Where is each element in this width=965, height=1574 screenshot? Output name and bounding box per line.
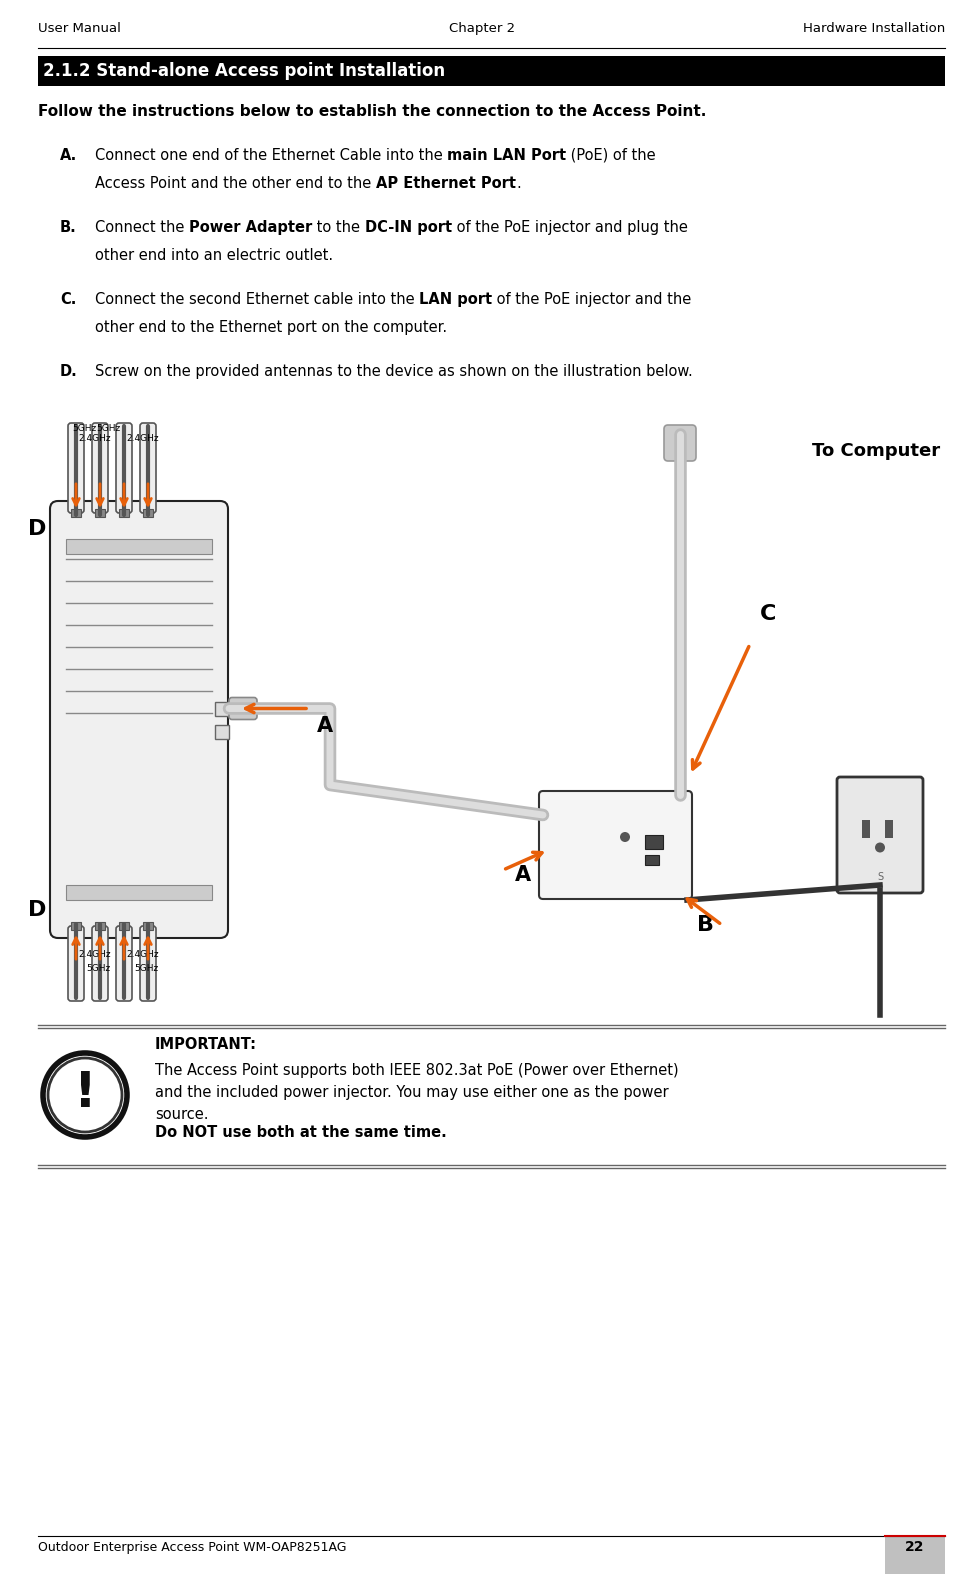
Text: 5GHz: 5GHz [134,963,158,973]
FancyBboxPatch shape [140,423,156,513]
Circle shape [620,833,630,842]
Text: 2.4GHz: 2.4GHz [126,434,158,442]
Text: 2.1.2 Stand-alone Access point Installation: 2.1.2 Stand-alone Access point Installat… [43,61,445,80]
Text: Outdoor Enterprise Access Point WM-OAP8251AG: Outdoor Enterprise Access Point WM-OAP82… [38,1541,346,1554]
FancyBboxPatch shape [539,792,692,899]
FancyBboxPatch shape [837,778,923,892]
Text: Hardware Installation: Hardware Installation [803,22,945,35]
Bar [215,724,229,738]
Text: DC-IN port: DC-IN port [365,220,452,235]
Text: AP Ethernet Port: AP Ethernet Port [376,176,516,190]
Bar [645,834,663,848]
Text: 5GHz: 5GHz [86,963,110,973]
FancyBboxPatch shape [229,697,257,719]
Bar [95,922,105,930]
Text: .: . [516,176,521,190]
FancyBboxPatch shape [68,423,84,513]
Bar [862,820,870,837]
Circle shape [43,1053,127,1136]
Text: 2.4GHz: 2.4GHz [78,951,111,959]
Text: other end to the Ethernet port on the computer.: other end to the Ethernet port on the co… [95,320,447,335]
Bar [66,538,212,554]
Text: main LAN Port: main LAN Port [448,148,566,164]
Text: D.: D. [60,364,78,379]
FancyBboxPatch shape [664,425,696,461]
Text: (PoE) of the: (PoE) of the [566,148,656,164]
Text: Connect the second Ethernet cable into the: Connect the second Ethernet cable into t… [95,293,419,307]
FancyBboxPatch shape [116,423,132,513]
Bar [95,508,105,516]
Text: 22: 22 [905,1539,924,1554]
Bar [143,922,153,930]
Bar [71,508,81,516]
Text: The Access Point supports both IEEE 802.3at PoE (Power over Ethernet): The Access Point supports both IEEE 802.… [155,1062,678,1078]
Bar [143,508,153,516]
Bar [885,820,893,837]
Text: B.: B. [60,220,77,235]
Text: B: B [697,914,714,935]
Text: and the included power injector. You may use either one as the power: and the included power injector. You may… [155,1084,669,1100]
Text: Do NOT use both at the same time.: Do NOT use both at the same time. [155,1125,447,1140]
Text: of the PoE injector and the: of the PoE injector and the [492,293,692,307]
Text: Screw on the provided antennas to the device as shown on the illustration below.: Screw on the provided antennas to the de… [95,364,693,379]
Bar [71,922,81,930]
FancyBboxPatch shape [50,501,228,938]
Bar [119,922,129,930]
Text: LAN port: LAN port [419,293,492,307]
Text: Access Point and the other end to the: Access Point and the other end to the [95,176,376,190]
FancyBboxPatch shape [92,423,108,513]
FancyBboxPatch shape [116,926,132,1001]
Bar [38,57,945,87]
Text: Chapter 2: Chapter 2 [450,22,515,35]
Text: IMPORTANT:: IMPORTANT: [155,1037,257,1051]
Text: of the PoE injector and plug the: of the PoE injector and plug the [452,220,688,235]
Text: source.: source. [155,1107,208,1122]
Text: 5GHz: 5GHz [72,423,96,433]
FancyBboxPatch shape [140,926,156,1001]
Circle shape [875,842,885,853]
Text: to the: to the [313,220,365,235]
Bar [119,508,129,516]
Text: Follow the instructions below to establish the connection to the Access Point.: Follow the instructions below to establi… [38,104,706,120]
Text: C: C [760,604,777,623]
Text: !: ! [73,1069,97,1118]
Text: other end into an electric outlet.: other end into an electric outlet. [95,249,333,263]
Text: A.: A. [60,148,77,164]
Text: A: A [317,716,333,737]
Bar [645,855,659,866]
Text: D: D [28,519,46,538]
Text: Connect the: Connect the [95,220,189,235]
Bar [215,702,229,716]
Text: 2.4GHz: 2.4GHz [78,434,111,442]
Bar [885,1536,945,1574]
Text: D: D [28,900,46,919]
Bar [66,885,212,900]
Text: 2.4GHz: 2.4GHz [126,951,158,959]
FancyBboxPatch shape [92,926,108,1001]
Text: A: A [515,866,531,885]
Text: S: S [877,872,883,881]
Text: 5GHz: 5GHz [96,423,121,433]
Circle shape [48,1058,122,1132]
FancyBboxPatch shape [68,926,84,1001]
Text: To Computer: To Computer [812,442,940,460]
Text: User Manual: User Manual [38,22,121,35]
Text: C.: C. [60,293,76,307]
Text: Connect one end of the Ethernet Cable into the: Connect one end of the Ethernet Cable in… [95,148,448,164]
Text: Power Adapter: Power Adapter [189,220,313,235]
